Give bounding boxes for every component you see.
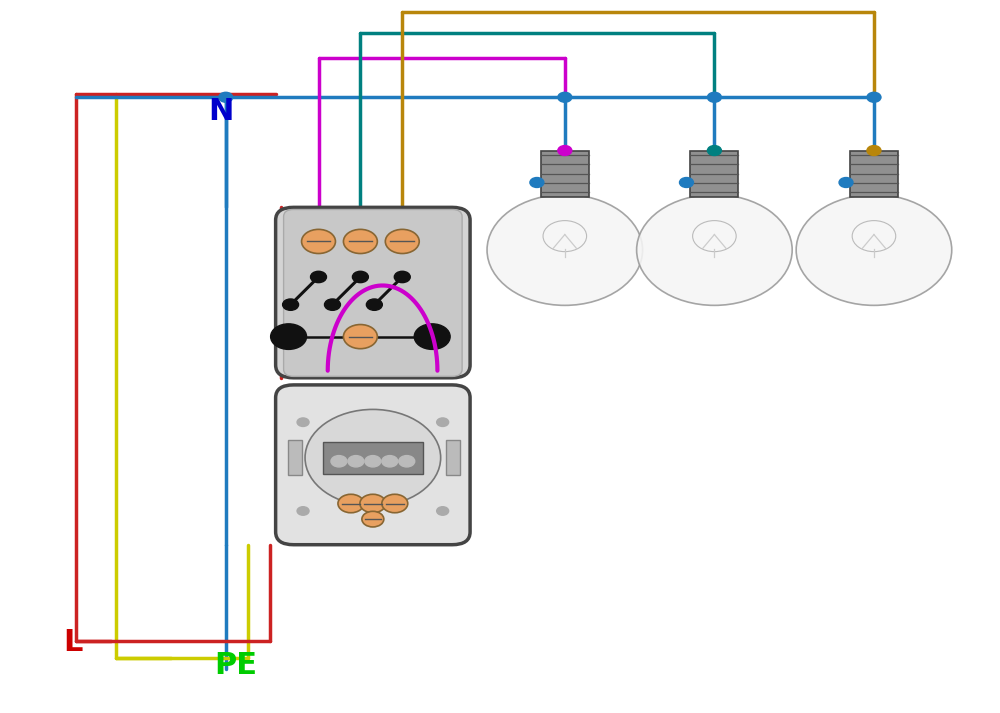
Circle shape xyxy=(343,230,377,254)
Circle shape xyxy=(360,494,386,513)
Circle shape xyxy=(437,507,449,515)
Circle shape xyxy=(437,418,449,426)
Circle shape xyxy=(331,456,347,467)
Circle shape xyxy=(352,271,368,282)
Circle shape xyxy=(283,299,299,310)
Circle shape xyxy=(324,299,340,310)
Circle shape xyxy=(382,456,398,467)
FancyBboxPatch shape xyxy=(276,385,470,545)
Circle shape xyxy=(399,456,415,467)
Circle shape xyxy=(530,178,544,188)
Circle shape xyxy=(679,178,693,188)
Circle shape xyxy=(637,195,792,305)
Circle shape xyxy=(348,456,364,467)
Circle shape xyxy=(796,195,952,305)
Circle shape xyxy=(707,92,721,102)
Circle shape xyxy=(385,230,419,254)
FancyBboxPatch shape xyxy=(850,150,898,197)
FancyBboxPatch shape xyxy=(323,442,423,474)
Circle shape xyxy=(558,92,572,102)
Circle shape xyxy=(338,494,364,513)
FancyBboxPatch shape xyxy=(284,210,462,376)
Circle shape xyxy=(271,324,307,349)
Circle shape xyxy=(297,507,309,515)
Text: N: N xyxy=(208,97,233,126)
Circle shape xyxy=(867,92,881,102)
Circle shape xyxy=(302,230,335,254)
Circle shape xyxy=(311,271,326,282)
FancyBboxPatch shape xyxy=(446,440,460,476)
FancyBboxPatch shape xyxy=(541,150,589,197)
Circle shape xyxy=(366,299,382,310)
Circle shape xyxy=(394,271,410,282)
Circle shape xyxy=(414,324,450,349)
Circle shape xyxy=(707,145,721,155)
Circle shape xyxy=(305,409,441,506)
Circle shape xyxy=(839,178,853,188)
Circle shape xyxy=(382,494,408,513)
FancyBboxPatch shape xyxy=(276,207,470,378)
Circle shape xyxy=(867,145,881,155)
Circle shape xyxy=(219,92,233,102)
Circle shape xyxy=(487,195,643,305)
FancyBboxPatch shape xyxy=(288,440,302,476)
Circle shape xyxy=(558,145,572,155)
Text: L: L xyxy=(63,628,83,657)
Circle shape xyxy=(362,511,384,527)
Circle shape xyxy=(297,418,309,426)
Text: PE: PE xyxy=(214,651,257,680)
Circle shape xyxy=(365,456,381,467)
FancyBboxPatch shape xyxy=(690,150,738,197)
Circle shape xyxy=(343,324,377,349)
